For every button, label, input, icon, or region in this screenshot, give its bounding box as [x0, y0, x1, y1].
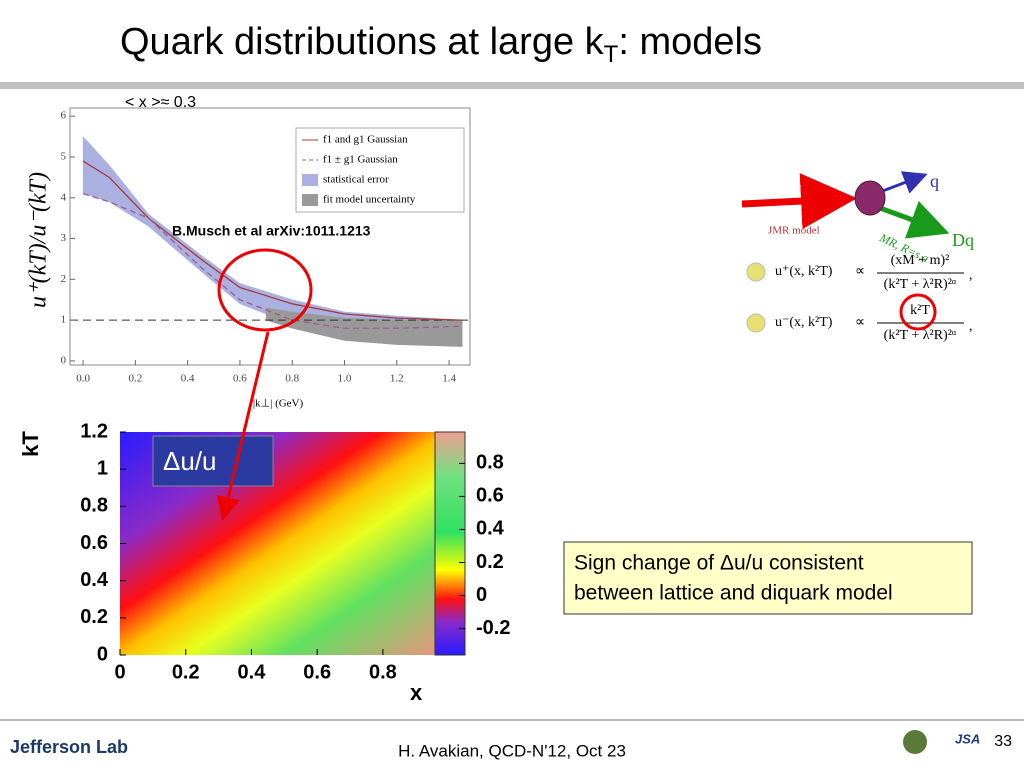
legend-label: statistical error [323, 174, 389, 186]
highlight [899, 293, 937, 331]
x-tick-label: 0.4 [181, 373, 195, 385]
y-tick-label: 0.2 [80, 606, 108, 628]
x-tick-label: 1.2 [390, 373, 404, 385]
logo-icon [903, 730, 927, 754]
axis-label: u⁺(kT)/u⁻(kT) [26, 172, 52, 308]
page-number: 33 [994, 733, 1012, 750]
axis-label: |k⊥| (GeV) [253, 398, 304, 410]
heatmap-label: Δu/u [163, 446, 217, 476]
x-tick-label: 0.6 [233, 373, 247, 385]
formulas: u⁺(x, k²T) ∝ (xM + m)² (k²T + λ²R)²ᵅ , u… [746, 253, 973, 343]
logo: Jefferson Lab [10, 737, 128, 757]
formula: (k²T + λ²R)²ᵅ [884, 328, 957, 343]
arrow [879, 171, 928, 194]
colorbar-label: -0.2 [476, 617, 510, 639]
citation: B.Musch et al arXiv:1011.1213 [172, 223, 371, 239]
axis-label: x [410, 680, 423, 705]
annotation: < x >≈ 0.3 [125, 94, 196, 111]
legend-label: f1 ± g1 Gaussian [323, 154, 398, 166]
legend-swatch [302, 194, 318, 206]
vertex [854, 180, 886, 216]
y-tick-label: 0 [61, 354, 67, 366]
arrow [879, 200, 950, 239]
label: Dq [952, 230, 974, 250]
line [82, 160, 463, 321]
formula: (xM + m)² [891, 253, 950, 268]
x-tick-label: 1.0 [338, 373, 352, 385]
colorbar-label: 0.2 [476, 551, 504, 573]
arrow [741, 173, 857, 230]
formula: (k²T + λ²R)²ᵅ [884, 277, 957, 292]
x-tick-label: 0 [114, 661, 125, 683]
x-tick-label: 0.2 [172, 661, 200, 683]
x-tick-label: 0.4 [238, 661, 267, 683]
y-tick-label: 3 [61, 232, 67, 244]
formula: , [969, 319, 973, 334]
formula: k²T [910, 303, 930, 318]
y-tick-label: 4 [61, 191, 67, 203]
y-tick-label: 6 [61, 110, 67, 122]
formula: u⁻(x, k²T) [775, 315, 833, 330]
y-tick-label: 0.8 [80, 495, 108, 517]
x-tick-label: 0.8 [285, 373, 299, 385]
title-bar [0, 82, 1024, 89]
y-tick-label: 1 [97, 457, 108, 479]
y-tick-label: 0 [97, 643, 108, 665]
line [82, 193, 463, 329]
band [396, 319, 463, 347]
colorbar-label: 0 [476, 584, 487, 606]
label-box [152, 435, 274, 487]
x-tick-label: 0.6 [303, 661, 331, 683]
legend-label: f1 and g1 Gaussian [323, 134, 408, 146]
colorbar-label: 0.6 [476, 485, 504, 507]
logo: JSA [955, 731, 980, 746]
label: JMR model [768, 225, 820, 237]
y-tick-label: 1 [61, 314, 67, 326]
formula: ∝ [855, 315, 865, 330]
legend-swatch [302, 174, 318, 186]
colorbar [434, 431, 466, 656]
x-tick-label: 1.4 [442, 373, 456, 385]
y-tick-label: 0.6 [80, 532, 108, 554]
axis-label: kT [18, 431, 43, 457]
note-box [563, 541, 973, 615]
note: Sign change of Δu/u consistent [574, 552, 864, 575]
y-tick-label: 1.2 [80, 420, 108, 442]
x-tick-label: 0.2 [128, 373, 142, 385]
formula: ∝ [855, 264, 865, 279]
icon [746, 262, 766, 282]
colorbar-label: 0.8 [476, 452, 504, 474]
y-tick-label: 2 [61, 273, 67, 285]
y-tick-label: 5 [61, 150, 67, 162]
x-tick-label: 0.8 [369, 661, 397, 683]
icon [746, 313, 766, 333]
footer-text: H. Avakian, QCD-N'12, Oct 23 [398, 741, 626, 760]
highlight [217, 248, 313, 332]
colorbar-label: 0.4 [476, 518, 505, 540]
title: Quark distributions at large kT: models [120, 21, 762, 68]
y-tick-label: 0.4 [80, 569, 109, 591]
band [344, 317, 398, 345]
label: q [930, 171, 939, 191]
arrow [216, 331, 270, 521]
note: between lattice and diquark model [574, 582, 893, 605]
formula: u⁺(x, k²T) [775, 264, 833, 279]
legend [295, 127, 465, 213]
formula: , [969, 268, 973, 283]
legend-label: fit model uncertainty [323, 194, 416, 206]
x-tick-label: 0.0 [76, 373, 90, 385]
